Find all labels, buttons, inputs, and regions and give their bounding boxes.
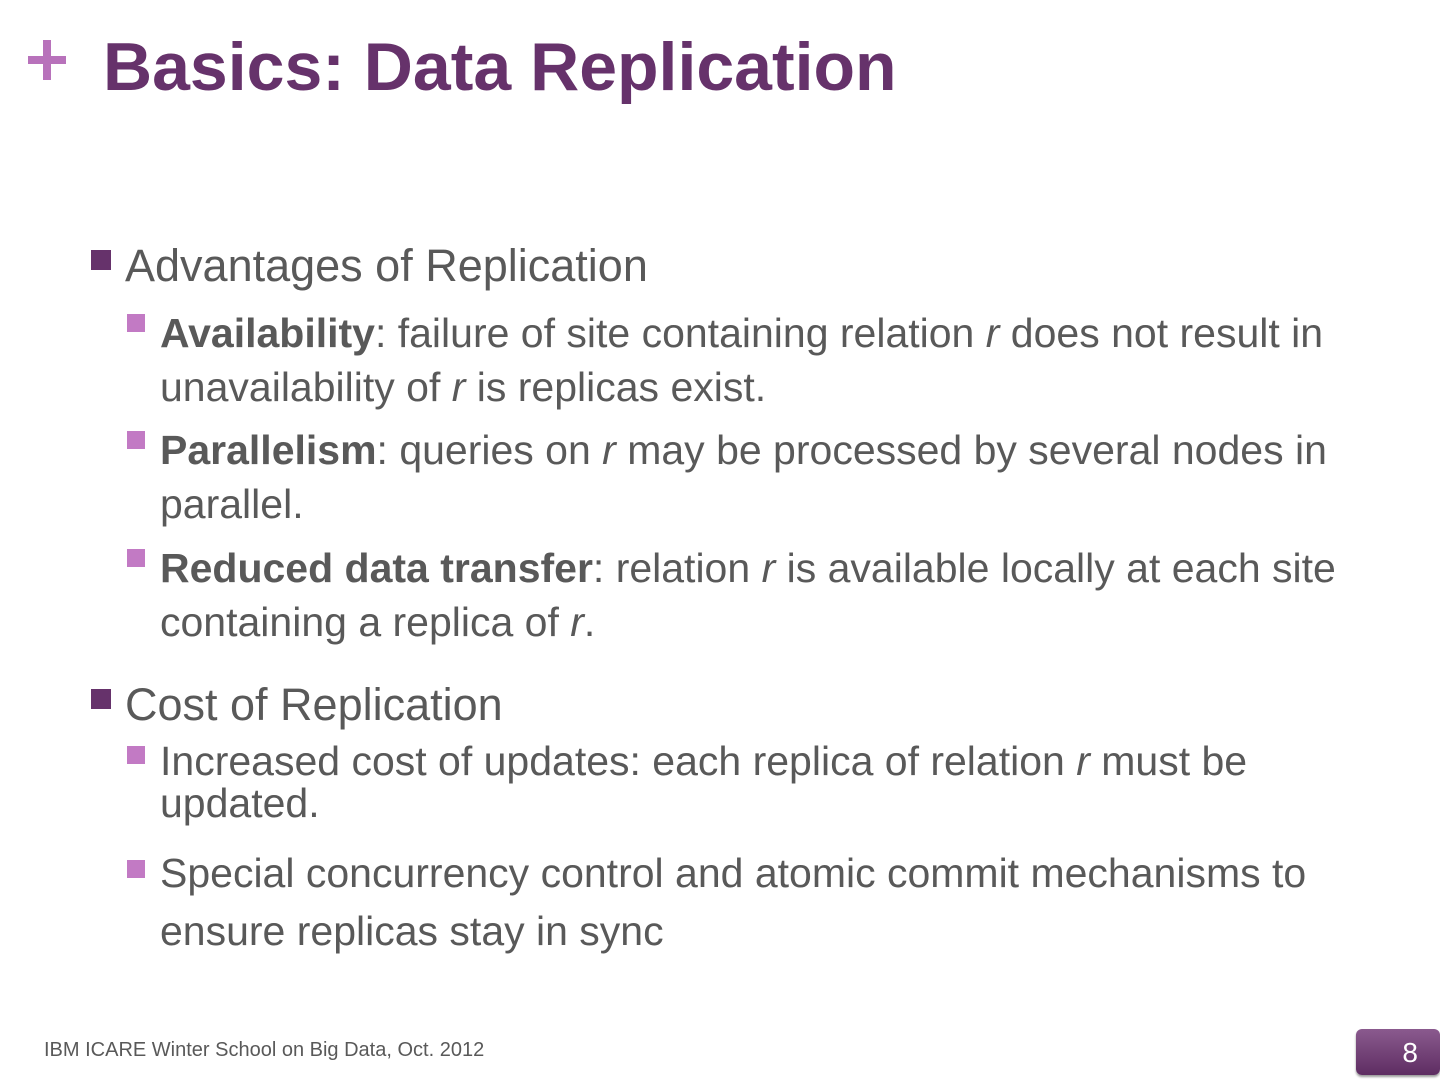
item-text: is available locally at each site contai… <box>160 545 1336 645</box>
section-heading-cost: Cost of Replication <box>91 679 503 731</box>
section-heading-advantages: Advantages of Replication <box>91 240 648 292</box>
item-term: Reduced data transfer <box>160 545 593 591</box>
item-variable: r <box>451 364 466 410</box>
item-variable: r <box>985 310 1000 356</box>
item-variable: r <box>570 599 584 645</box>
item-variable: r <box>761 545 776 591</box>
list-item-update-cost: Increased cost of updates: each replica … <box>127 738 1390 826</box>
item-variable: r <box>602 427 616 473</box>
bullet-square-icon <box>127 746 145 764</box>
item-text: Special concurrency control and atomic c… <box>160 850 1307 954</box>
item-text: . <box>583 599 596 645</box>
item-text: must be updated. <box>160 738 1248 826</box>
item-term: Availability <box>160 310 375 356</box>
item-text: : relation <box>592 545 762 591</box>
item-term: Parallelism <box>160 427 377 473</box>
list-item-reduced-data-transfer: Reduced data transfer: relation r is ava… <box>127 541 1390 649</box>
item-text: may be processed by several nodes in par… <box>160 427 1327 527</box>
bullet-square-icon <box>127 431 145 449</box>
item-text: does not result in unavailability of <box>160 310 1324 410</box>
section-heading-text: Cost of Replication <box>125 679 503 730</box>
list-item-concurrency-control: Special concurrency control and atomic c… <box>127 844 1390 960</box>
plus-icon <box>28 40 68 80</box>
section-heading-text: Advantages of Replication <box>125 240 648 291</box>
bullet-square-icon <box>91 250 111 270</box>
slide-title: Basics: Data Replication <box>103 29 897 105</box>
bullet-square-icon <box>127 549 145 567</box>
footer-text: IBM ICARE Winter School on Big Data, Oct… <box>44 1039 485 1061</box>
bullet-square-icon <box>91 689 111 709</box>
item-text: : failure of site containing relation <box>374 310 986 356</box>
item-text: Increased cost of updates: each replica … <box>160 738 1077 784</box>
list-item-availability: Availability: failure of site containing… <box>127 306 1390 414</box>
page-number: 8 <box>1356 1029 1440 1075</box>
list-item-parallelism: Parallelism: queries on r may be process… <box>127 423 1390 531</box>
bullet-square-icon <box>127 314 145 332</box>
item-text: is replicas exist. <box>465 364 767 410</box>
bullet-square-icon <box>127 860 145 878</box>
item-variable: r <box>1076 738 1090 784</box>
item-text: : queries on <box>376 427 603 473</box>
